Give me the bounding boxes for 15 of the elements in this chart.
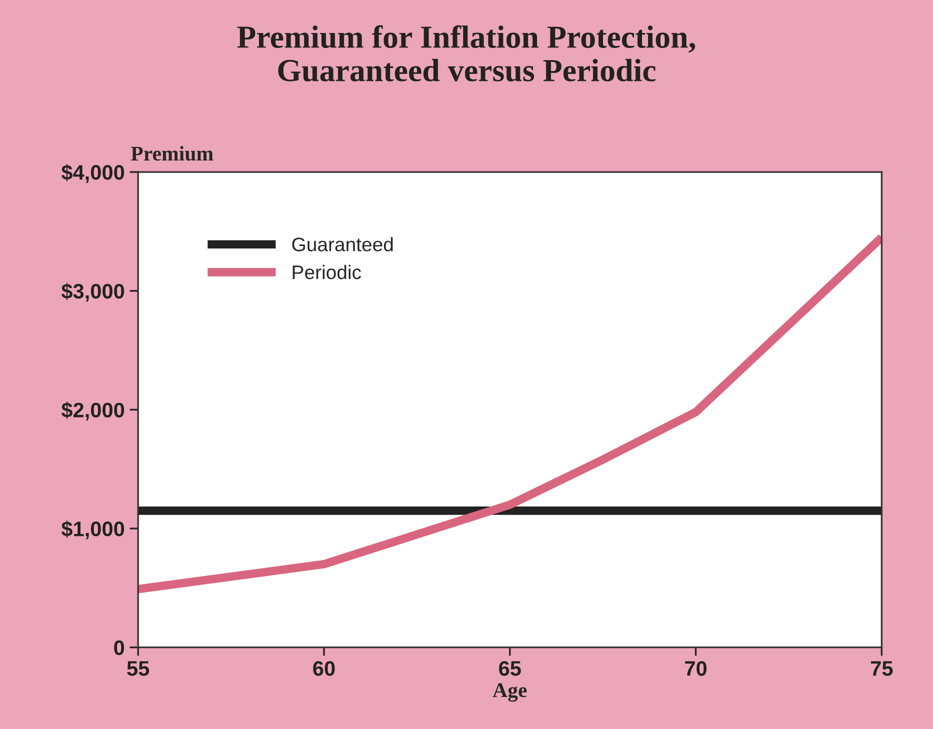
y-tick-label: $2,000	[61, 402, 124, 420]
x-tick-label: 55	[127, 661, 150, 676]
y-tick-label: $1,000	[61, 520, 124, 540]
chart-title: Premium for Inflation Protection, Guaranteed versus Periodic	[237, 25, 696, 82]
y-tick-label: $4,000	[61, 164, 124, 183]
x-tick-label: 70	[685, 661, 707, 676]
x-tick-label: 65	[499, 661, 521, 676]
x-axis-title: Age	[492, 683, 527, 702]
x-tick-label: 60	[313, 661, 335, 676]
legend-label: Guaranteed	[292, 237, 393, 252]
y-tick-label: 0	[114, 640, 124, 656]
y-tick-label: $3,000	[61, 282, 124, 302]
x-tick-label: 75	[870, 661, 893, 676]
legend-label: Periodic	[292, 264, 361, 280]
y-axis-title: Premium	[131, 146, 214, 161]
